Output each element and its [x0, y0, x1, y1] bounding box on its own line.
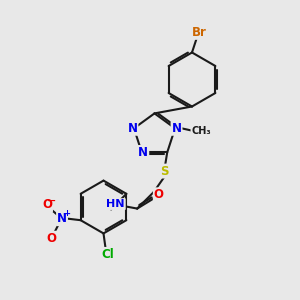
Text: O: O	[46, 232, 56, 245]
Text: O: O	[154, 188, 164, 201]
Text: Cl: Cl	[101, 248, 114, 261]
Text: N: N	[128, 122, 137, 135]
Text: S: S	[160, 165, 168, 178]
Text: +: +	[63, 209, 70, 218]
Text: N: N	[172, 122, 182, 135]
Text: O: O	[42, 198, 52, 212]
Text: CH₃: CH₃	[191, 126, 211, 136]
Text: −: −	[47, 196, 56, 206]
Text: N: N	[138, 146, 148, 159]
Text: N: N	[57, 212, 67, 225]
Text: HN: HN	[106, 199, 125, 209]
Text: Br: Br	[191, 26, 206, 39]
